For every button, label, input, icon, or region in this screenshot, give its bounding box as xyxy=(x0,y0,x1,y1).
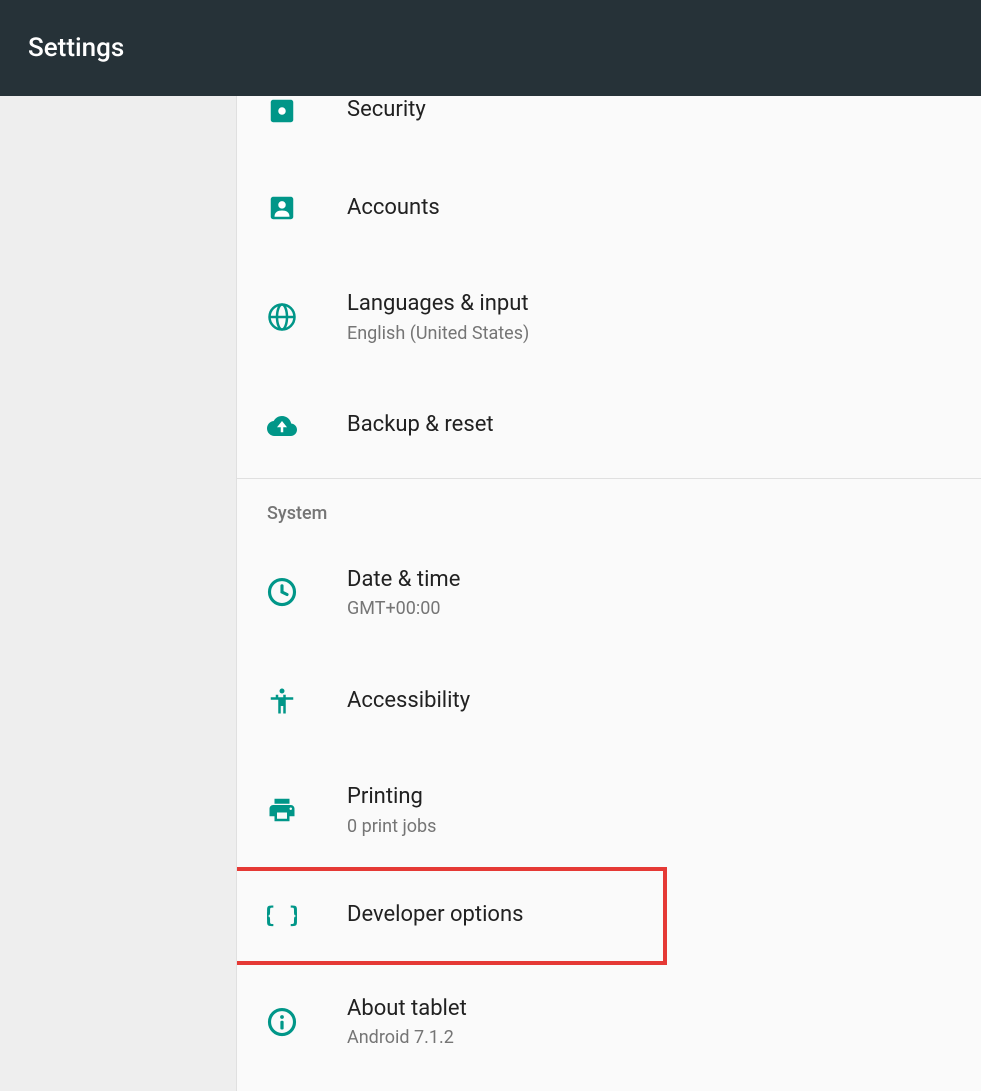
settings-item-datetime[interactable]: Date & time GMT+00:00 xyxy=(237,536,981,650)
section-header-system: System xyxy=(237,479,981,536)
item-title: Security xyxy=(347,96,426,125)
settings-item-printing[interactable]: Printing 0 print jobs xyxy=(237,753,981,867)
content-wrapper: Security Accounts Languages & input Engl… xyxy=(0,96,981,1091)
text-wrap: Backup & reset xyxy=(347,411,494,440)
settings-item-languages[interactable]: Languages & input English (United States… xyxy=(237,260,981,374)
settings-item-security[interactable]: Security xyxy=(237,96,981,156)
settings-item-about[interactable]: About tablet Android 7.1.2 xyxy=(237,965,981,1079)
item-title: Printing xyxy=(347,783,436,812)
left-gutter xyxy=(0,96,237,1091)
settings-item-backup[interactable]: Backup & reset xyxy=(237,374,981,478)
highlight-box: { } Developer options xyxy=(237,867,667,965)
item-subtitle: Android 7.1.2 xyxy=(347,1027,467,1048)
settings-item-developer[interactable]: { } Developer options xyxy=(237,871,663,961)
text-wrap: Languages & input English (United States… xyxy=(347,290,529,344)
item-title: About tablet xyxy=(347,995,467,1024)
app-bar-title: Settings xyxy=(28,33,124,63)
backup-icon xyxy=(267,411,347,441)
text-wrap: Printing 0 print jobs xyxy=(347,783,436,837)
info-icon xyxy=(267,1007,347,1037)
item-subtitle: GMT+00:00 xyxy=(347,598,460,619)
text-wrap: Accessibility xyxy=(347,687,470,716)
developer-icon: { } xyxy=(267,901,347,931)
text-wrap: About tablet Android 7.1.2 xyxy=(347,995,467,1049)
item-subtitle: 0 print jobs xyxy=(347,816,436,837)
text-wrap: Accounts xyxy=(347,194,440,223)
text-wrap: Security xyxy=(347,96,426,125)
settings-item-accessibility[interactable]: Accessibility xyxy=(237,649,981,753)
settings-panel: Security Accounts Languages & input Engl… xyxy=(237,96,981,1091)
item-subtitle: English (United States) xyxy=(347,323,529,344)
item-title: Date & time xyxy=(347,566,460,595)
settings-item-accounts[interactable]: Accounts xyxy=(237,156,981,260)
accounts-icon xyxy=(267,193,347,223)
app-bar: Settings xyxy=(0,0,981,96)
text-wrap: Date & time GMT+00:00 xyxy=(347,566,460,620)
item-title: Accounts xyxy=(347,194,440,223)
clock-icon xyxy=(267,577,347,607)
accessibility-icon xyxy=(267,686,347,716)
printer-icon xyxy=(267,795,347,825)
svg-text:{ }: { } xyxy=(267,902,297,928)
item-title: Backup & reset xyxy=(347,411,494,440)
item-title: Languages & input xyxy=(347,290,529,319)
item-title: Developer options xyxy=(347,901,523,930)
text-wrap: Developer options xyxy=(347,901,523,930)
item-title: Accessibility xyxy=(347,687,470,716)
globe-icon xyxy=(267,302,347,332)
security-icon xyxy=(267,96,347,126)
